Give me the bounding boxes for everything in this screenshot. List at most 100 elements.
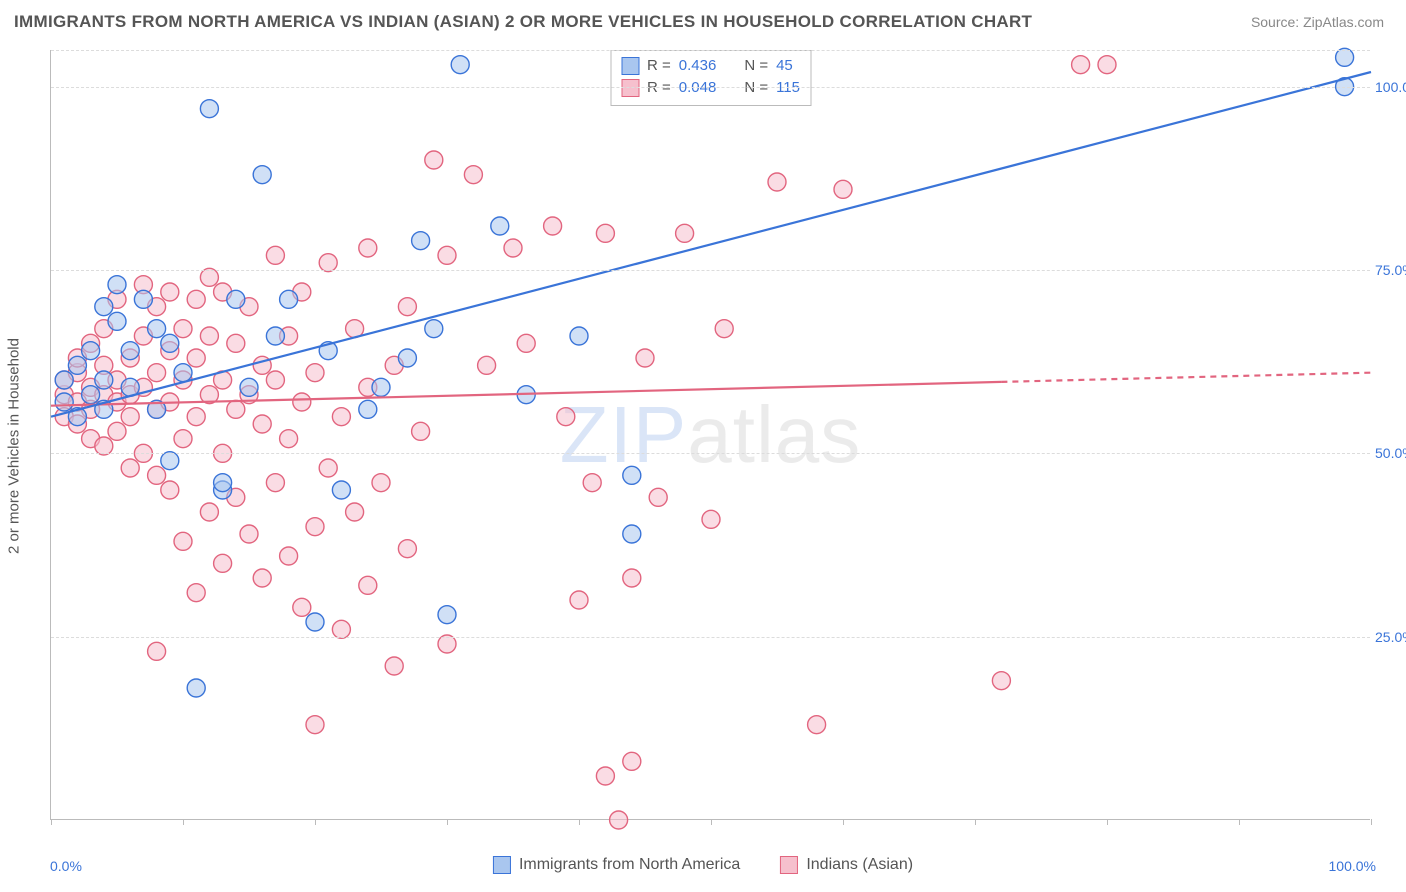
data-point: [570, 327, 588, 345]
data-point: [438, 606, 456, 624]
data-point: [398, 298, 416, 316]
data-point: [174, 320, 192, 338]
data-point: [398, 349, 416, 367]
y-tick-label: 100.0%: [1375, 79, 1406, 95]
data-point: [425, 320, 443, 338]
data-point: [385, 657, 403, 675]
data-point: [359, 400, 377, 418]
data-point: [280, 290, 298, 308]
data-point: [108, 422, 126, 440]
data-point: [121, 408, 139, 426]
data-point: [108, 312, 126, 330]
data-point: [1072, 56, 1090, 74]
data-point: [596, 224, 614, 242]
x-tick: [51, 819, 52, 825]
bottom-swatch-2: [780, 856, 798, 874]
data-point: [68, 356, 86, 374]
data-point: [504, 239, 522, 257]
data-point: [187, 408, 205, 426]
x-tick: [711, 819, 712, 825]
data-point: [306, 613, 324, 631]
y-tick-label: 25.0%: [1375, 629, 1406, 645]
x-tick: [315, 819, 316, 825]
data-point: [451, 56, 469, 74]
data-point: [200, 268, 218, 286]
data-point: [372, 378, 390, 396]
data-point: [425, 151, 443, 169]
gridline: [51, 50, 1370, 51]
x-label-min: 0.0%: [50, 858, 82, 874]
data-point: [610, 811, 628, 829]
y-axis-title: 2 or more Vehicles in Household: [6, 338, 23, 554]
gridline: [51, 87, 1370, 88]
x-tick: [843, 819, 844, 825]
data-layer-svg: [51, 50, 1370, 819]
data-point: [517, 334, 535, 352]
bottom-label-1: Immigrants from North America: [519, 856, 740, 874]
data-point: [82, 342, 100, 360]
data-point: [1336, 48, 1354, 66]
data-point: [491, 217, 509, 235]
data-point: [623, 466, 641, 484]
chart-title: IMMIGRANTS FROM NORTH AMERICA VS INDIAN …: [14, 12, 1032, 32]
data-point: [768, 173, 786, 191]
data-point: [596, 767, 614, 785]
data-point: [174, 430, 192, 448]
data-point: [464, 166, 482, 184]
gridline: [51, 270, 1370, 271]
data-point: [253, 569, 271, 587]
r-label-1: R =: [647, 55, 671, 77]
data-point: [148, 642, 166, 660]
data-point: [266, 474, 284, 492]
bottom-legend-item-2: Indians (Asian): [780, 856, 913, 874]
data-point: [332, 620, 350, 638]
plot-area: ZIPatlas R = 0.436 N = 45 R = 0.048 N = …: [50, 50, 1370, 820]
data-point: [293, 598, 311, 616]
data-point: [293, 393, 311, 411]
data-point: [148, 364, 166, 382]
data-point: [570, 591, 588, 609]
source-attribution: Source: ZipAtlas.com: [1251, 14, 1384, 30]
data-point: [676, 224, 694, 242]
data-point: [280, 430, 298, 448]
data-point: [200, 327, 218, 345]
data-point: [227, 400, 245, 418]
gridline: [51, 453, 1370, 454]
data-point: [82, 386, 100, 404]
data-point: [174, 532, 192, 550]
data-point: [187, 584, 205, 602]
data-point: [319, 254, 337, 272]
data-point: [148, 320, 166, 338]
data-point: [478, 356, 496, 374]
stats-legend: R = 0.436 N = 45 R = 0.048 N = 115: [610, 50, 811, 106]
data-point: [583, 474, 601, 492]
bottom-swatch-1: [493, 856, 511, 874]
data-point: [280, 547, 298, 565]
x-tick: [579, 819, 580, 825]
data-point: [214, 474, 232, 492]
data-point: [346, 503, 364, 521]
n-value-2: 115: [776, 77, 800, 99]
data-point: [412, 232, 430, 250]
data-point: [161, 334, 179, 352]
data-point: [161, 452, 179, 470]
data-point: [306, 716, 324, 734]
data-point: [95, 371, 113, 389]
n-value-1: 45: [776, 55, 793, 77]
data-point: [715, 320, 733, 338]
data-point: [808, 716, 826, 734]
bottom-legend: Immigrants from North America Indians (A…: [493, 856, 913, 874]
data-point: [1098, 56, 1116, 74]
data-point: [227, 290, 245, 308]
data-point: [306, 364, 324, 382]
data-point: [649, 488, 667, 506]
y-tick-label: 50.0%: [1375, 445, 1406, 461]
data-point: [161, 481, 179, 499]
r-value-2: 0.048: [679, 77, 717, 99]
data-point: [623, 569, 641, 587]
stats-legend-row-1: R = 0.436 N = 45: [621, 55, 800, 77]
data-point: [200, 503, 218, 521]
bottom-label-2: Indians (Asian): [806, 856, 913, 874]
data-point: [834, 180, 852, 198]
trend-line: [51, 72, 1371, 417]
